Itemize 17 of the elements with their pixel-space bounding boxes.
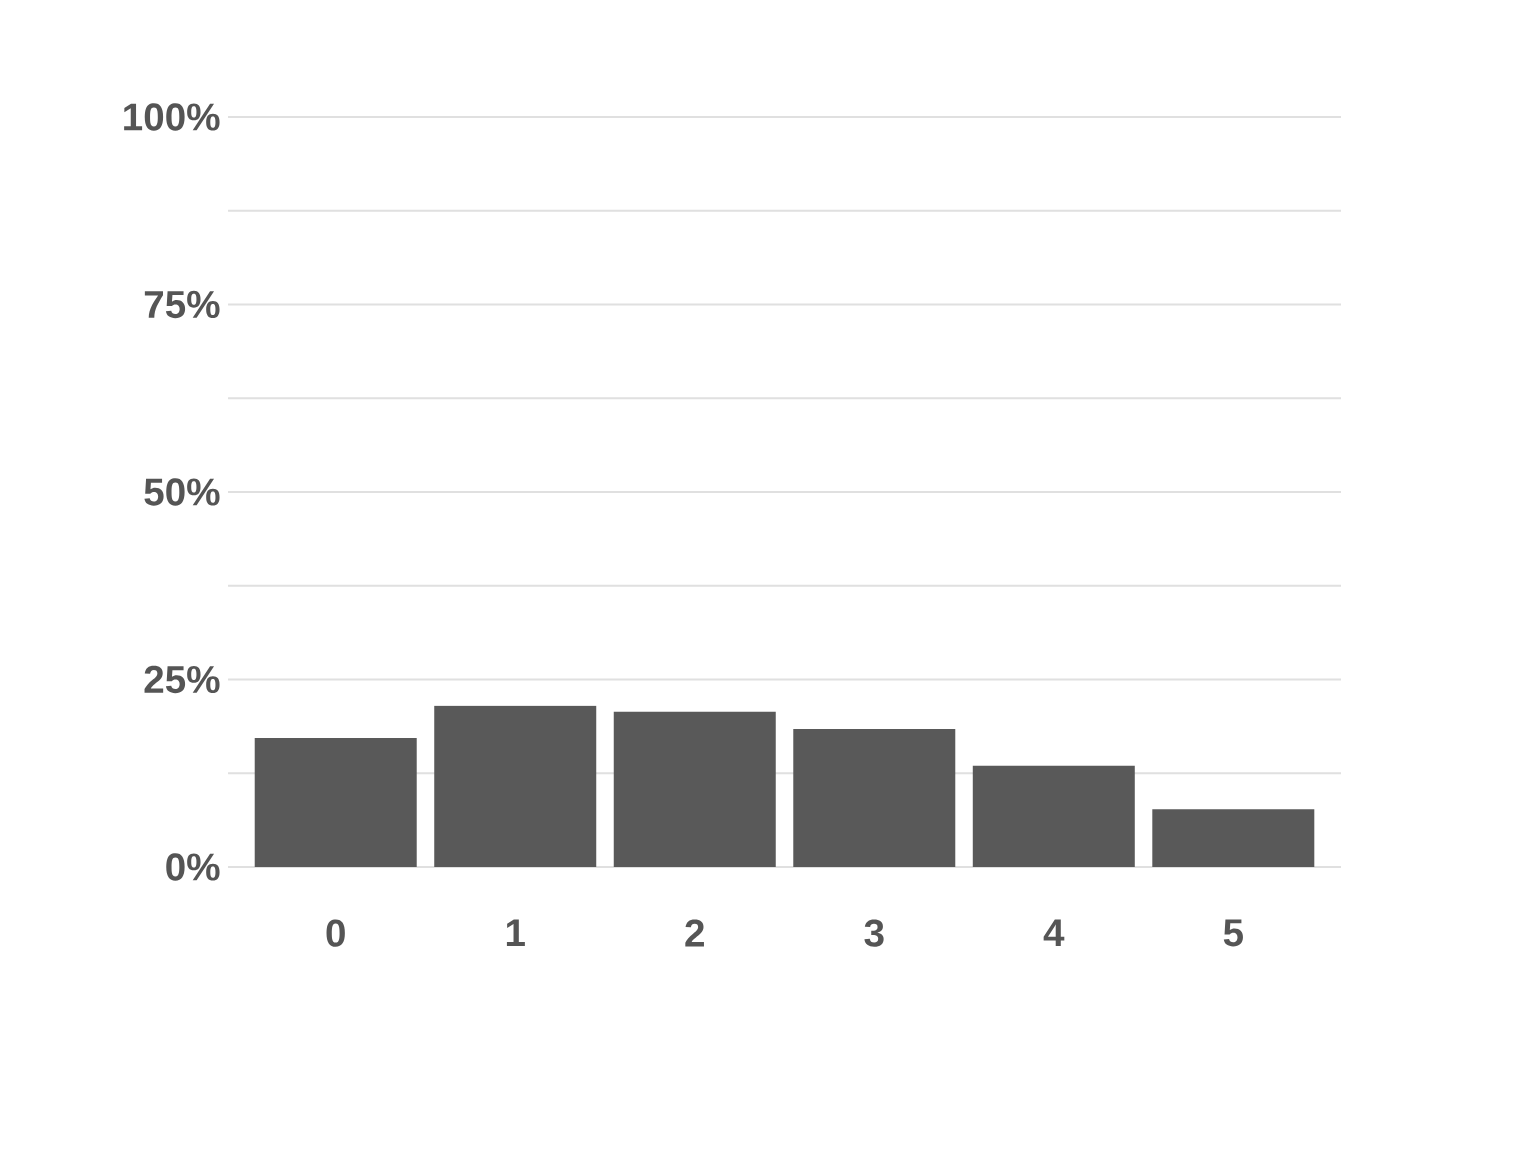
x-tick-label: 2 — [685, 919, 704, 947]
bar — [1152, 809, 1315, 867]
x-tick-label: 3 — [864, 919, 884, 947]
bar — [434, 705, 597, 867]
x-tick-label: 0 — [326, 919, 345, 947]
y-tick-label: 0% — [166, 853, 220, 881]
x-tick-label: 5 — [1223, 919, 1243, 947]
y-tick-label: 25% — [144, 665, 220, 694]
y-tick-label: 50% — [144, 478, 220, 506]
y-tick-label: 75% — [144, 290, 220, 319]
bar — [254, 737, 417, 867]
x-tick-label: 4 — [1043, 919, 1065, 947]
y-tick-label: 100% — [124, 103, 220, 131]
x-tick-label: 1 — [506, 919, 525, 947]
bar — [793, 729, 956, 867]
bar — [972, 765, 1135, 867]
bar — [613, 711, 776, 867]
